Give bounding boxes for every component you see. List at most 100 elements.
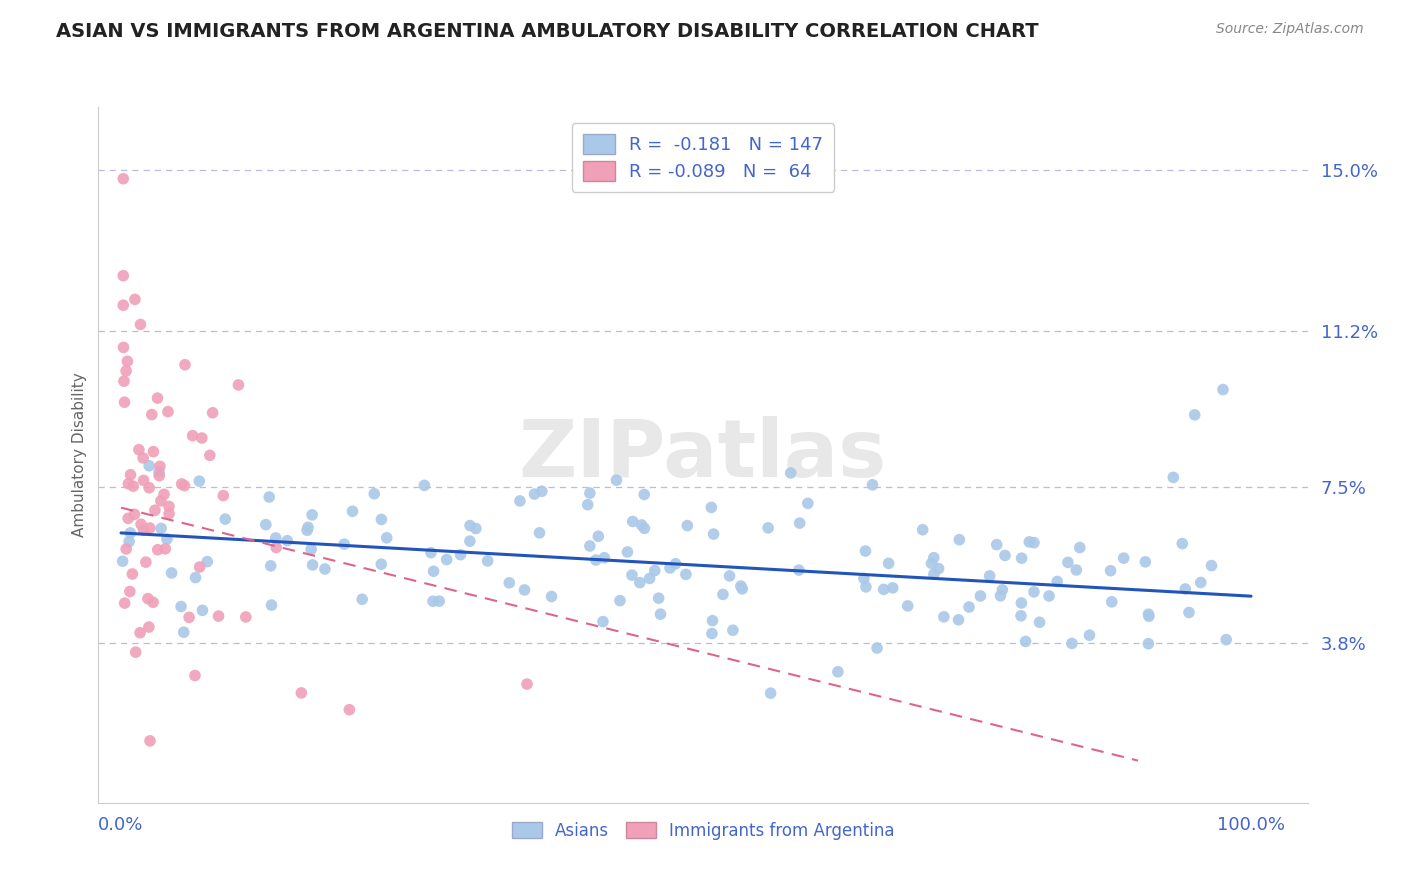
Point: [290, 686, 312, 700]
Point: [114, 596, 136, 610]
Text: Source: ZipAtlas.com: Source: ZipAtlas.com: [1216, 22, 1364, 37]
Point: [297, 520, 319, 534]
Point: [370, 558, 392, 572]
Point: [730, 579, 752, 593]
Point: [579, 539, 602, 553]
Point: [516, 677, 538, 691]
Point: [852, 571, 875, 585]
Point: [877, 557, 900, 571]
Point: [149, 459, 172, 474]
Point: [630, 517, 652, 532]
Point: [129, 517, 152, 532]
Point: [143, 503, 166, 517]
Point: [1046, 574, 1069, 589]
Point: [675, 567, 697, 582]
Point: [1018, 535, 1040, 549]
Point: [922, 567, 945, 582]
Point: [1178, 606, 1201, 620]
Point: [650, 607, 672, 622]
Point: [235, 610, 257, 624]
Point: [703, 527, 725, 541]
Point: [957, 600, 980, 615]
Point: [1163, 470, 1185, 484]
Point: [994, 549, 1017, 563]
Point: [117, 354, 139, 368]
Point: [1215, 632, 1237, 647]
Point: [986, 538, 1008, 552]
Point: [616, 545, 638, 559]
Point: [969, 589, 991, 603]
Point: [184, 570, 207, 584]
Point: [756, 521, 779, 535]
Point: [422, 594, 444, 608]
Point: [647, 591, 669, 606]
Point: [413, 478, 436, 492]
Point: [436, 552, 458, 566]
Point: [120, 525, 142, 540]
Point: [153, 487, 176, 501]
Point: [141, 408, 163, 422]
Point: [1174, 582, 1197, 596]
Point: [352, 592, 374, 607]
Point: [665, 557, 688, 571]
Point: [1201, 558, 1223, 573]
Point: [254, 517, 277, 532]
Point: [576, 498, 599, 512]
Point: [702, 614, 724, 628]
Point: [146, 391, 169, 405]
Point: [523, 487, 546, 501]
Point: [585, 553, 607, 567]
Point: [314, 562, 336, 576]
Point: [1028, 615, 1050, 630]
Point: [620, 568, 643, 582]
Point: [1137, 607, 1160, 622]
Point: [633, 487, 655, 501]
Point: [142, 595, 165, 609]
Point: [260, 558, 283, 573]
Point: [138, 620, 160, 634]
Point: [659, 561, 682, 575]
Point: [112, 374, 135, 388]
Point: [621, 515, 644, 529]
Point: [122, 479, 145, 493]
Point: [1099, 564, 1122, 578]
Point: [420, 546, 443, 560]
Point: [333, 537, 356, 551]
Point: [1010, 608, 1032, 623]
Point: [979, 569, 1001, 583]
Point: [797, 496, 820, 510]
Point: [789, 516, 811, 530]
Point: [128, 442, 150, 457]
Point: [124, 293, 146, 307]
Point: [111, 554, 134, 568]
Point: [188, 560, 211, 574]
Point: [866, 641, 889, 656]
Point: [132, 450, 155, 465]
Point: [301, 558, 323, 572]
Point: [721, 624, 744, 638]
Point: [1069, 541, 1091, 555]
Point: [593, 550, 616, 565]
Point: [125, 645, 148, 659]
Point: [115, 541, 138, 556]
Point: [911, 523, 934, 537]
Point: [132, 523, 155, 537]
Point: [948, 613, 970, 627]
Point: [301, 508, 323, 522]
Point: [921, 557, 943, 571]
Point: [191, 603, 214, 617]
Point: [588, 529, 610, 543]
Point: [464, 521, 486, 535]
Point: [1137, 637, 1160, 651]
Point: [135, 555, 157, 569]
Point: [513, 582, 536, 597]
Point: [422, 564, 444, 578]
Point: [676, 518, 699, 533]
Point: [139, 521, 162, 535]
Point: [112, 340, 135, 354]
Point: [214, 512, 236, 526]
Point: [1011, 551, 1033, 566]
Point: [118, 534, 141, 549]
Point: [212, 489, 235, 503]
Point: [370, 512, 392, 526]
